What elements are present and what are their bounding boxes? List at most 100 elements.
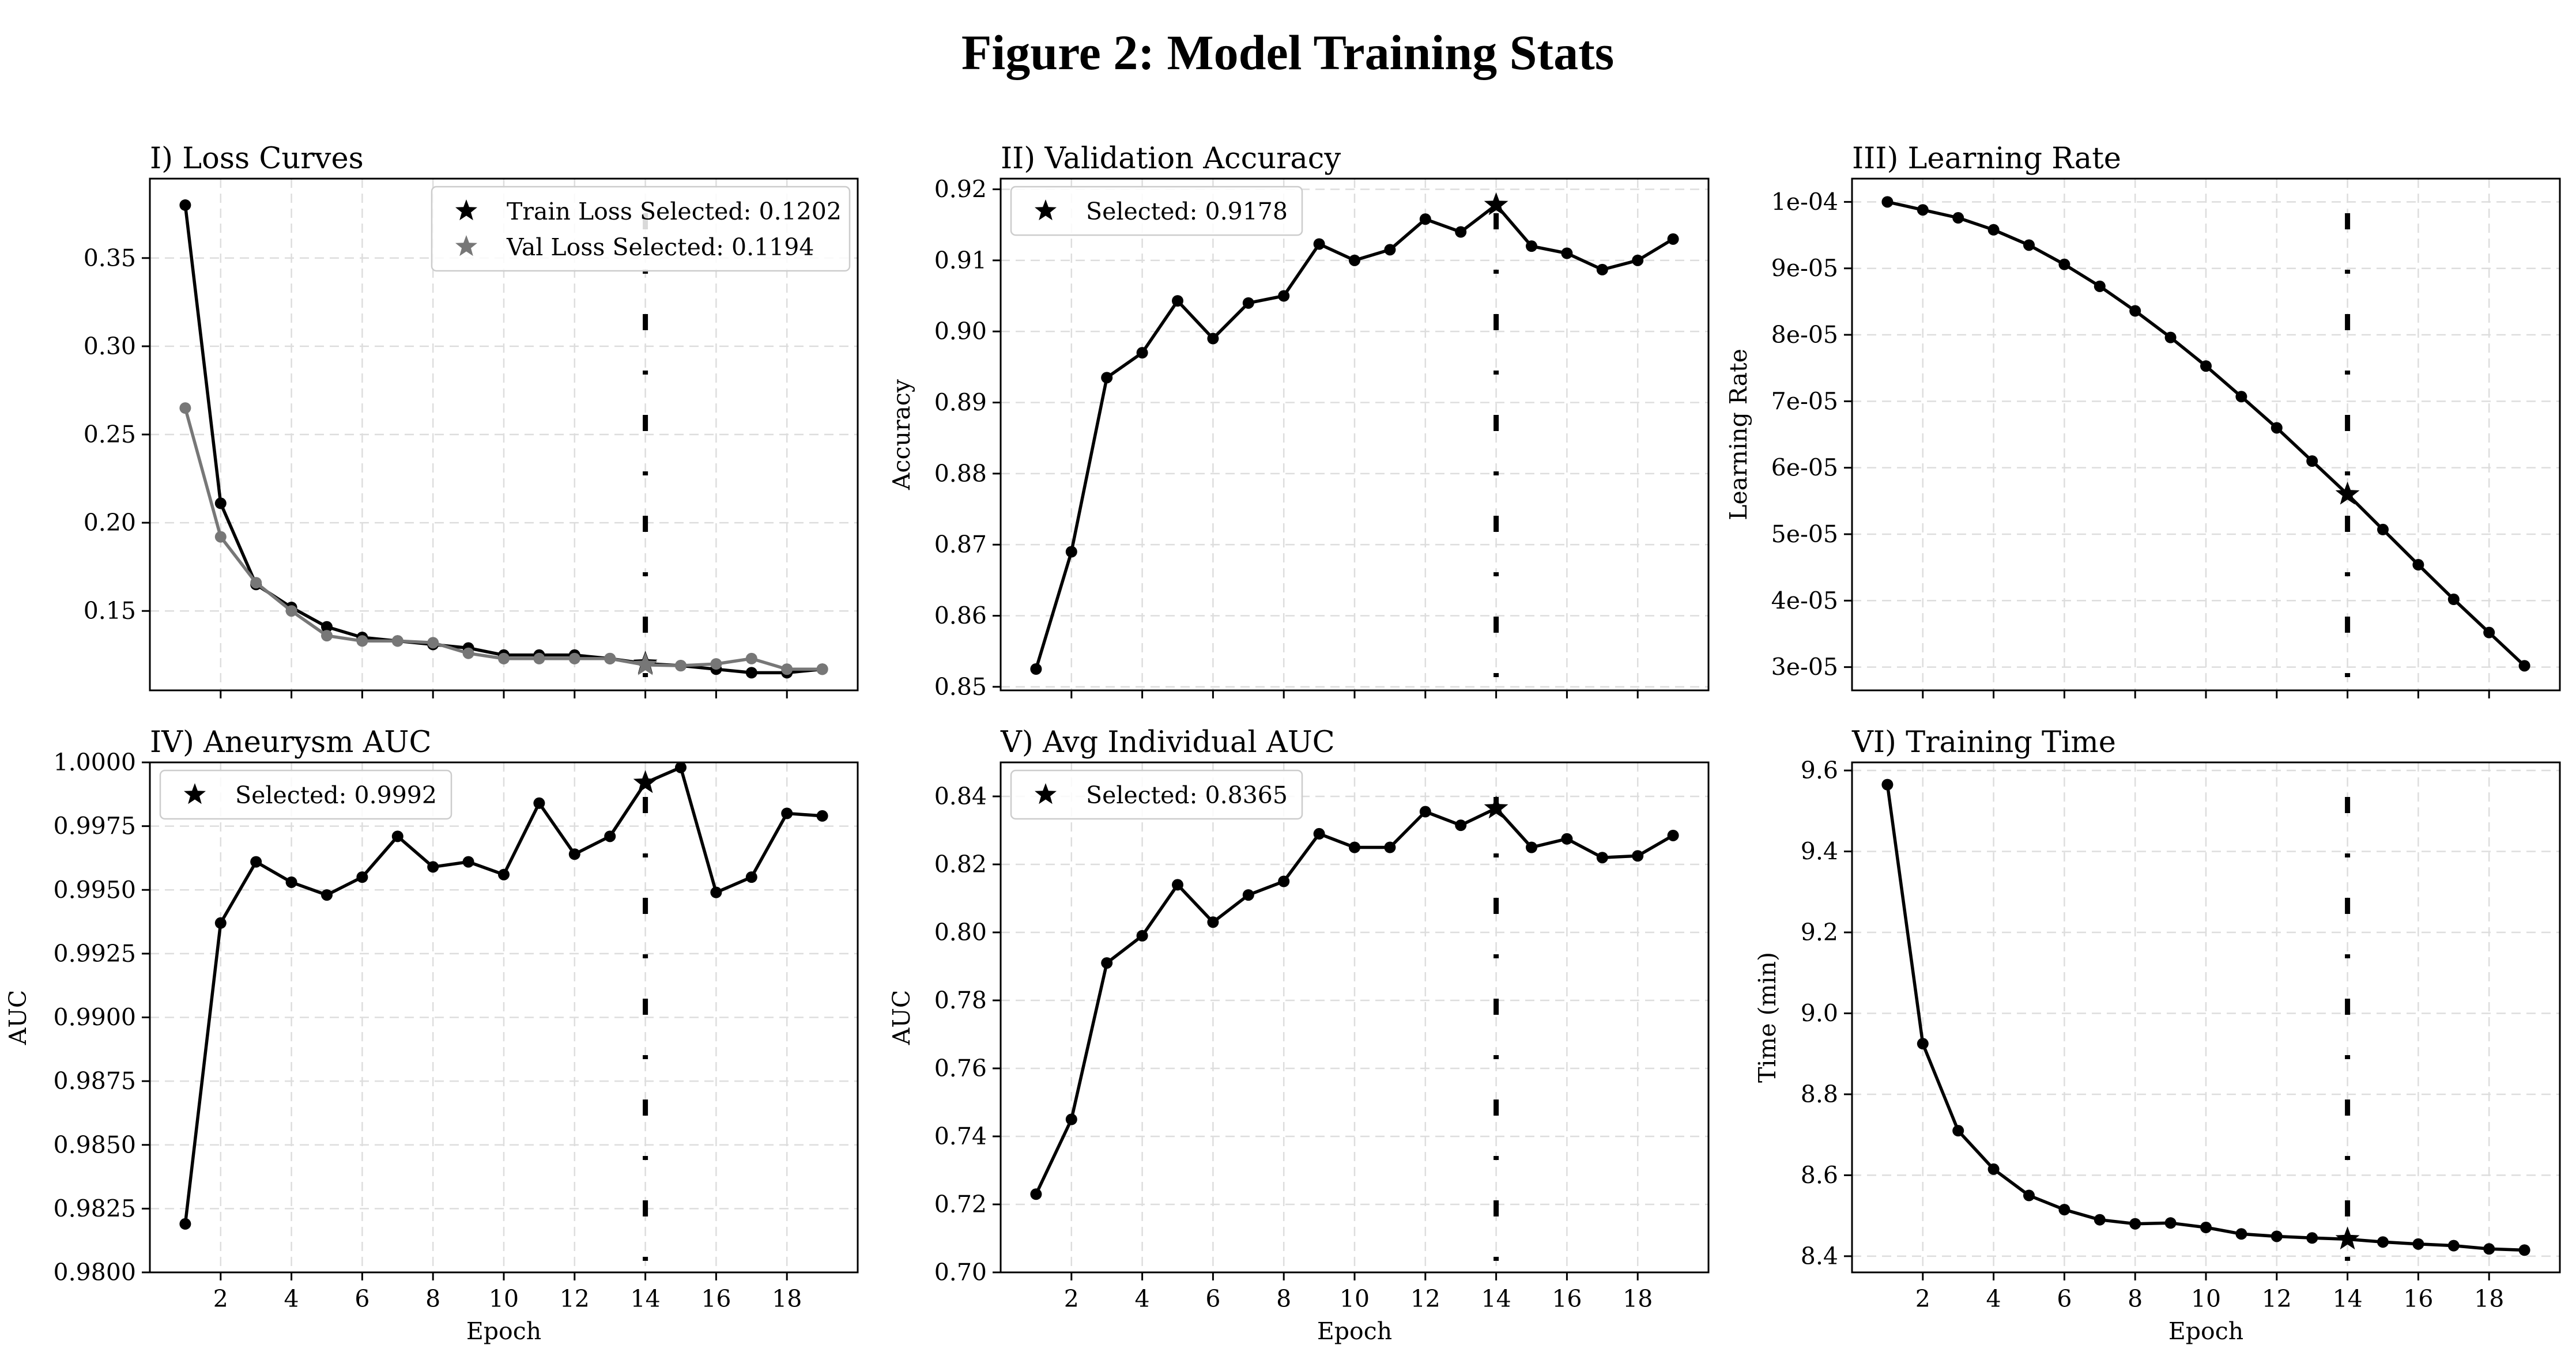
x-axis-label: Epoch (466, 1317, 541, 1345)
data-point (1667, 233, 1679, 245)
panel-aneurysm: 2 4 6 8 10 12 14 16 18 0.9800 0.9825 0.9850 0.9875 0.… (4, 726, 859, 1345)
data-point (250, 577, 262, 589)
data-point (1207, 333, 1219, 345)
data-point (1632, 254, 1644, 266)
data-point (2129, 305, 2141, 317)
y-tick-label: 0.9925 (54, 940, 136, 968)
legend-star-icon (184, 783, 206, 804)
panel-title: VI) Training Time (1851, 726, 2116, 760)
data-point (781, 663, 793, 675)
data-point (321, 889, 333, 901)
data-point (1030, 1188, 1042, 1200)
panel-title: I) Loss Curves (150, 142, 364, 176)
data-point (1561, 247, 1573, 259)
selected-star-marker (2335, 481, 2360, 505)
y-tick-label: 0.25 (84, 421, 136, 448)
data-point (1242, 297, 1254, 309)
data-point (2200, 1222, 2212, 1234)
data-point (2270, 1230, 2283, 1242)
y-tick-label: 9.6 (1801, 757, 1838, 784)
panel-title: III) Learning Rate (1852, 142, 2121, 176)
data-point (745, 667, 757, 679)
data-point (321, 630, 333, 642)
y-tick-label: 5e-05 (1771, 520, 1838, 548)
y-tick-label: 9.4 (1801, 838, 1838, 866)
x-tick-label: 14 (2333, 1285, 2363, 1313)
data-point (427, 861, 439, 873)
x-tick-label: 14 (1481, 1285, 1511, 1313)
y-tick-label: 0.20 (84, 509, 136, 536)
y-axis-label: Accuracy (888, 379, 915, 490)
data-point (2200, 360, 2212, 372)
y-axis-label: AUC (888, 990, 915, 1046)
data-point (285, 605, 297, 617)
x-axis-label: Epoch (2168, 1317, 2243, 1345)
data-point (2129, 1218, 2141, 1230)
data-point (2377, 523, 2389, 535)
data-point (533, 797, 545, 809)
x-tick-label: 18 (2474, 1285, 2504, 1313)
panel-loss: 0.15 0.20 0.25 0.30 0.35 I) Loss Curves Train … (84, 142, 859, 698)
legend: Train Loss Selected: 0.1202 Val Loss Sele… (431, 186, 851, 272)
data-point (214, 917, 227, 929)
x-tick-label: 16 (701, 1285, 731, 1313)
y-tick-label: 0.9875 (54, 1067, 136, 1095)
panel-indiv: 2 4 6 8 10 12 14 16 18 0.70 0.72 0.74 0.76 0.78 0.80 0.… (888, 726, 1710, 1345)
data-point (816, 810, 828, 822)
legend-box (1010, 769, 1303, 820)
data-point (1349, 254, 1360, 266)
x-tick-label: 2 (213, 1285, 228, 1313)
data-point (1172, 295, 1183, 307)
y-tick-label: 8.8 (1801, 1080, 1838, 1108)
x-axis-label: Epoch (1317, 1317, 1392, 1345)
legend: Selected: 0.8365 (1010, 769, 1303, 820)
data-point (2235, 1228, 2247, 1240)
data-point (675, 761, 687, 773)
y-tick-label: 0.90 (934, 318, 987, 345)
legend-box (431, 186, 851, 272)
data-point (1172, 879, 1183, 891)
data-point (462, 647, 474, 659)
data-point (2164, 331, 2177, 343)
data-point (1987, 1163, 2000, 1175)
data-point (214, 531, 227, 543)
data-point (2447, 594, 2460, 606)
data-point (533, 652, 545, 664)
x-tick-label: 14 (631, 1285, 661, 1313)
data-point (391, 830, 403, 842)
y-tick-label: 0.84 (934, 783, 987, 810)
y-tick-label: 0.9950 (54, 876, 136, 904)
data-point (2483, 1243, 2495, 1255)
legend-label: Selected: 0.8365 (1086, 781, 1288, 809)
data-point (2412, 1238, 2424, 1250)
y-tick-label: 0.80 (934, 919, 987, 946)
y-tick-label: 1.0000 (54, 749, 136, 776)
x-tick-label: 2 (1064, 1285, 1079, 1313)
data-point (745, 871, 757, 883)
x-tick-label: 6 (2057, 1285, 2072, 1313)
data-point (1526, 841, 1537, 853)
x-tick-label: 18 (1623, 1285, 1653, 1313)
y-tick-label: 0.9975 (54, 813, 136, 840)
data-point (1455, 819, 1467, 832)
data-point (2518, 660, 2530, 672)
legend-star-icon (455, 235, 477, 256)
data-point (1278, 875, 1290, 887)
data-point (1952, 212, 1964, 224)
legend: Selected: 0.9992 (159, 769, 452, 820)
data-point (2377, 1236, 2389, 1248)
y-tick-label: 3e-05 (1771, 653, 1838, 681)
y-tick-label: 0.91 (934, 247, 987, 274)
legend-star-icon (455, 199, 477, 221)
x-tick-label: 6 (1205, 1285, 1220, 1313)
data-point (1455, 226, 1467, 238)
y-tick-label: 0.74 (934, 1123, 987, 1150)
data-point (604, 652, 616, 664)
data-point (2306, 455, 2318, 467)
y-tick-label: 0.89 (934, 389, 987, 417)
data-point (1881, 196, 1894, 208)
y-axis-label: Learning Rate (1725, 349, 1752, 520)
data-point (1065, 546, 1077, 558)
y-tick-label: 8.6 (1801, 1161, 1838, 1189)
